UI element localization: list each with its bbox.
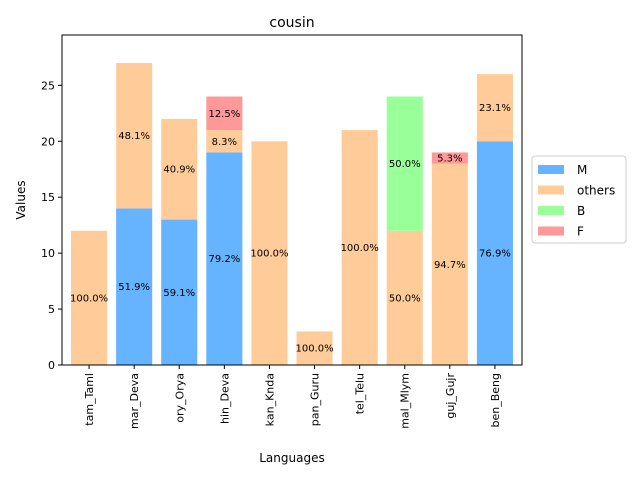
- x-tick-label: guj_Gujr: [444, 373, 457, 419]
- bar-M-hin_Deva: [206, 152, 243, 365]
- y-tick-label: 5: [48, 303, 55, 316]
- bar-others-mar_Deva: [116, 62, 153, 209]
- x-tick-label: hin_Deva: [218, 373, 231, 424]
- bar-M-mar_Deva: [116, 208, 153, 365]
- bar-M-ory_Orya: [161, 219, 198, 365]
- legend-swatch-M: [538, 165, 564, 174]
- legend-label-B: B: [577, 204, 585, 218]
- pct-label-M-ory_Orya: 59.1%: [163, 288, 195, 299]
- x-tick-label: ory_Orya: [173, 373, 186, 423]
- pct-label-others-ory_Orya: 40.9%: [163, 165, 195, 176]
- pct-label-others-ben_Beng: 23.1%: [479, 103, 511, 114]
- y-tick-label: 15: [41, 191, 55, 204]
- legend-label-others: others: [577, 184, 615, 198]
- bar-others-kan_Knda: [251, 141, 288, 365]
- legend-swatch-others: [538, 185, 564, 195]
- pct-label-others-tam_Taml: 100.0%: [70, 293, 108, 304]
- x-tick-label: mal_Mlym: [399, 373, 412, 429]
- bar-others-mal_Mlym: [386, 230, 423, 365]
- x-tick-label: kan_Knda: [263, 373, 276, 426]
- bar-others-ory_Orya: [161, 118, 198, 220]
- pct-label-others-mal_Mlym: 50.0%: [389, 293, 421, 304]
- legend-swatch-F: [538, 226, 564, 236]
- pct-label-B-mal_Mlym: 50.0%: [389, 159, 421, 170]
- bar-F-hin_Deva: [206, 96, 243, 131]
- pct-label-others-mar_Deva: 48.1%: [118, 131, 150, 142]
- legend-frame: [531, 155, 627, 244]
- pct-label-F-guj_Gujr: 5.3%: [437, 154, 462, 165]
- legend-swatch-B: [538, 206, 564, 215]
- pct-label-M-ben_Beng: 76.9%: [479, 249, 511, 260]
- plot-frame: [61, 34, 523, 366]
- bar-M-ben_Beng: [476, 141, 513, 365]
- x-tick-label: ben_Beng: [489, 373, 502, 428]
- pct-label-others-tel_Telu: 100.0%: [341, 243, 379, 254]
- x-tick-label: tel_Telu: [354, 373, 367, 414]
- pct-label-F-hin_Deva: 12.5%: [208, 109, 240, 120]
- bar-others-guj_Gujr: [431, 163, 468, 365]
- pct-label-M-hin_Deva: 79.2%: [208, 254, 240, 265]
- percent-labels-layer: 100.0% 51.9% 48.1% 59.1% 40.9% 79.2% 8.3% 12.5%…: [70, 103, 511, 355]
- x-tick-label: mar_Deva: [128, 373, 141, 429]
- chart-title: cousin: [269, 15, 314, 31]
- y-tick-label: 25: [41, 79, 55, 92]
- y-axis-label: Values: [14, 180, 28, 219]
- bar-others-pan_Guru: [296, 331, 333, 365]
- y-tick-label: 20: [41, 135, 55, 148]
- bar-others-ben_Beng: [476, 74, 513, 142]
- legend-label-F: F: [577, 225, 584, 239]
- legend-label-M: M: [577, 163, 587, 177]
- x-axis: tam_Taml mar_Deva ory_Orya hin_Deva kan_Knda…: [83, 365, 502, 429]
- bar-others-tam_Taml: [71, 230, 108, 365]
- pct-label-others-hin_Deva: 8.3%: [212, 137, 237, 148]
- pct-label-others-kan_Knda: 100.0%: [250, 249, 288, 260]
- bar-F-guj_Gujr: [431, 152, 468, 164]
- y-axis: 0 5 10 15 20 25: [41, 79, 62, 372]
- bars-layer: [71, 62, 513, 365]
- bar-B-mal_Mlym: [386, 96, 423, 231]
- y-tick-label: 0: [48, 359, 55, 372]
- x-axis-label: Languages: [259, 451, 324, 465]
- pct-label-others-guj_Gujr: 94.7%: [434, 260, 466, 271]
- pct-label-M-mar_Deva: 51.9%: [118, 282, 150, 293]
- x-tick-label: pan_Guru: [309, 373, 322, 426]
- x-tick-label: tam_Taml: [83, 373, 96, 426]
- pct-label-others-pan_Guru: 100.0%: [295, 344, 333, 355]
- bar-others-tel_Telu: [341, 130, 378, 365]
- y-tick-label: 10: [41, 247, 55, 260]
- bar-others-hin_Deva: [206, 130, 243, 153]
